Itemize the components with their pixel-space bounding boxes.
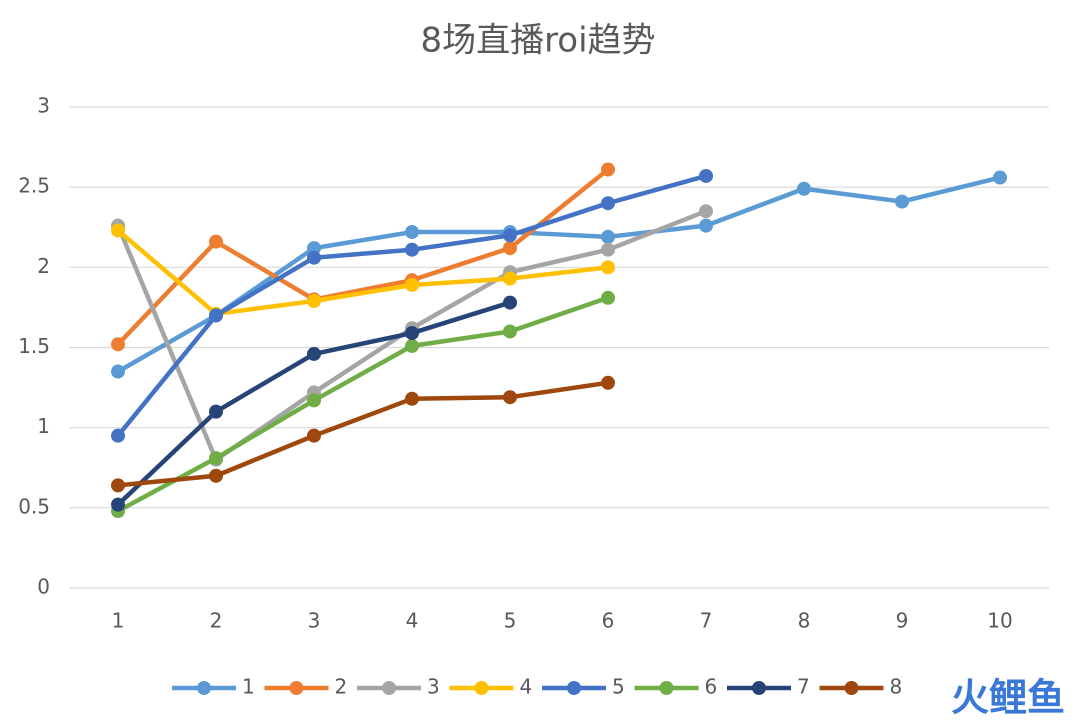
data-point [111, 497, 125, 512]
data-point [601, 375, 615, 390]
data-point [601, 196, 615, 211]
series-line [116, 175, 1001, 374]
y-tick-label: 0.5 [18, 494, 50, 518]
data-point [503, 241, 517, 256]
legend-label: 5 [612, 675, 625, 699]
data-point [111, 478, 125, 493]
legend-label: 3 [427, 675, 440, 699]
legend-label: 1 [242, 675, 255, 699]
x-tick-label: 9 [896, 609, 909, 633]
data-point [405, 391, 419, 406]
data-point [503, 324, 517, 339]
data-point [209, 451, 223, 466]
watermark: 火鲤鱼 [951, 676, 1065, 720]
legend-marker [474, 681, 489, 695]
data-point [503, 295, 517, 310]
x-tick-label: 7 [700, 609, 713, 633]
data-point [699, 204, 713, 219]
legend-label: 4 [520, 675, 533, 699]
x-tick-label: 4 [406, 609, 419, 633]
y-tick-label: 0 [37, 575, 50, 599]
data-point [797, 181, 811, 196]
data-point [307, 294, 321, 309]
data-point [307, 250, 321, 265]
data-point [209, 234, 223, 249]
series-line [116, 228, 609, 317]
y-tick-label: 3 [37, 94, 50, 118]
data-point [503, 390, 517, 405]
chart-title: 8场直播roi趋势 [420, 21, 655, 61]
data-point [503, 228, 517, 243]
data-point [601, 229, 615, 244]
legend-marker [752, 681, 766, 695]
data-point [209, 308, 223, 323]
data-point [111, 364, 125, 379]
y-tick-label: 2 [37, 254, 50, 278]
x-tick-label: 8 [798, 609, 811, 633]
legend-label: 8 [890, 675, 903, 699]
data-point [405, 326, 419, 341]
x-tick-label: 10 [987, 609, 1012, 633]
legend-marker [659, 681, 674, 695]
data-point [699, 168, 713, 183]
data-point [601, 242, 615, 257]
y-tick-label: 2.5 [18, 174, 50, 198]
data-point [895, 194, 909, 209]
y-tick-label: 1.5 [18, 334, 50, 358]
legend-marker [844, 681, 859, 695]
data-point [111, 223, 125, 238]
data-point [209, 404, 223, 419]
x-tick-label: 2 [210, 609, 223, 633]
x-tick-label: 5 [504, 609, 517, 633]
data-point [111, 337, 125, 352]
data-point [601, 162, 615, 177]
series-line [116, 295, 609, 514]
data-point [993, 170, 1007, 185]
data-point [111, 428, 125, 443]
data-point [405, 225, 419, 240]
legend-marker [289, 681, 304, 695]
series-line [116, 167, 610, 346]
legend-marker [382, 681, 396, 695]
data-point [209, 468, 223, 483]
data-point [405, 338, 419, 353]
legend-label: 6 [705, 675, 718, 699]
data-point [503, 271, 517, 286]
data-point [601, 290, 615, 305]
data-point [601, 260, 615, 275]
x-tick-label: 6 [602, 609, 615, 633]
legend-label: 2 [335, 675, 348, 699]
data-point [307, 346, 321, 361]
x-tick-label: 1 [112, 609, 125, 633]
data-point [699, 218, 713, 233]
legend-marker [567, 681, 581, 695]
data-point [405, 242, 419, 257]
data-point [405, 277, 419, 292]
legend-label: 7 [797, 675, 810, 699]
data-point [307, 428, 321, 443]
series-line [117, 380, 609, 488]
legend-marker [197, 681, 211, 695]
x-tick-label: 3 [308, 609, 321, 633]
y-tick-label: 1 [37, 414, 50, 438]
data-point [307, 241, 321, 256]
data-point [307, 393, 321, 408]
